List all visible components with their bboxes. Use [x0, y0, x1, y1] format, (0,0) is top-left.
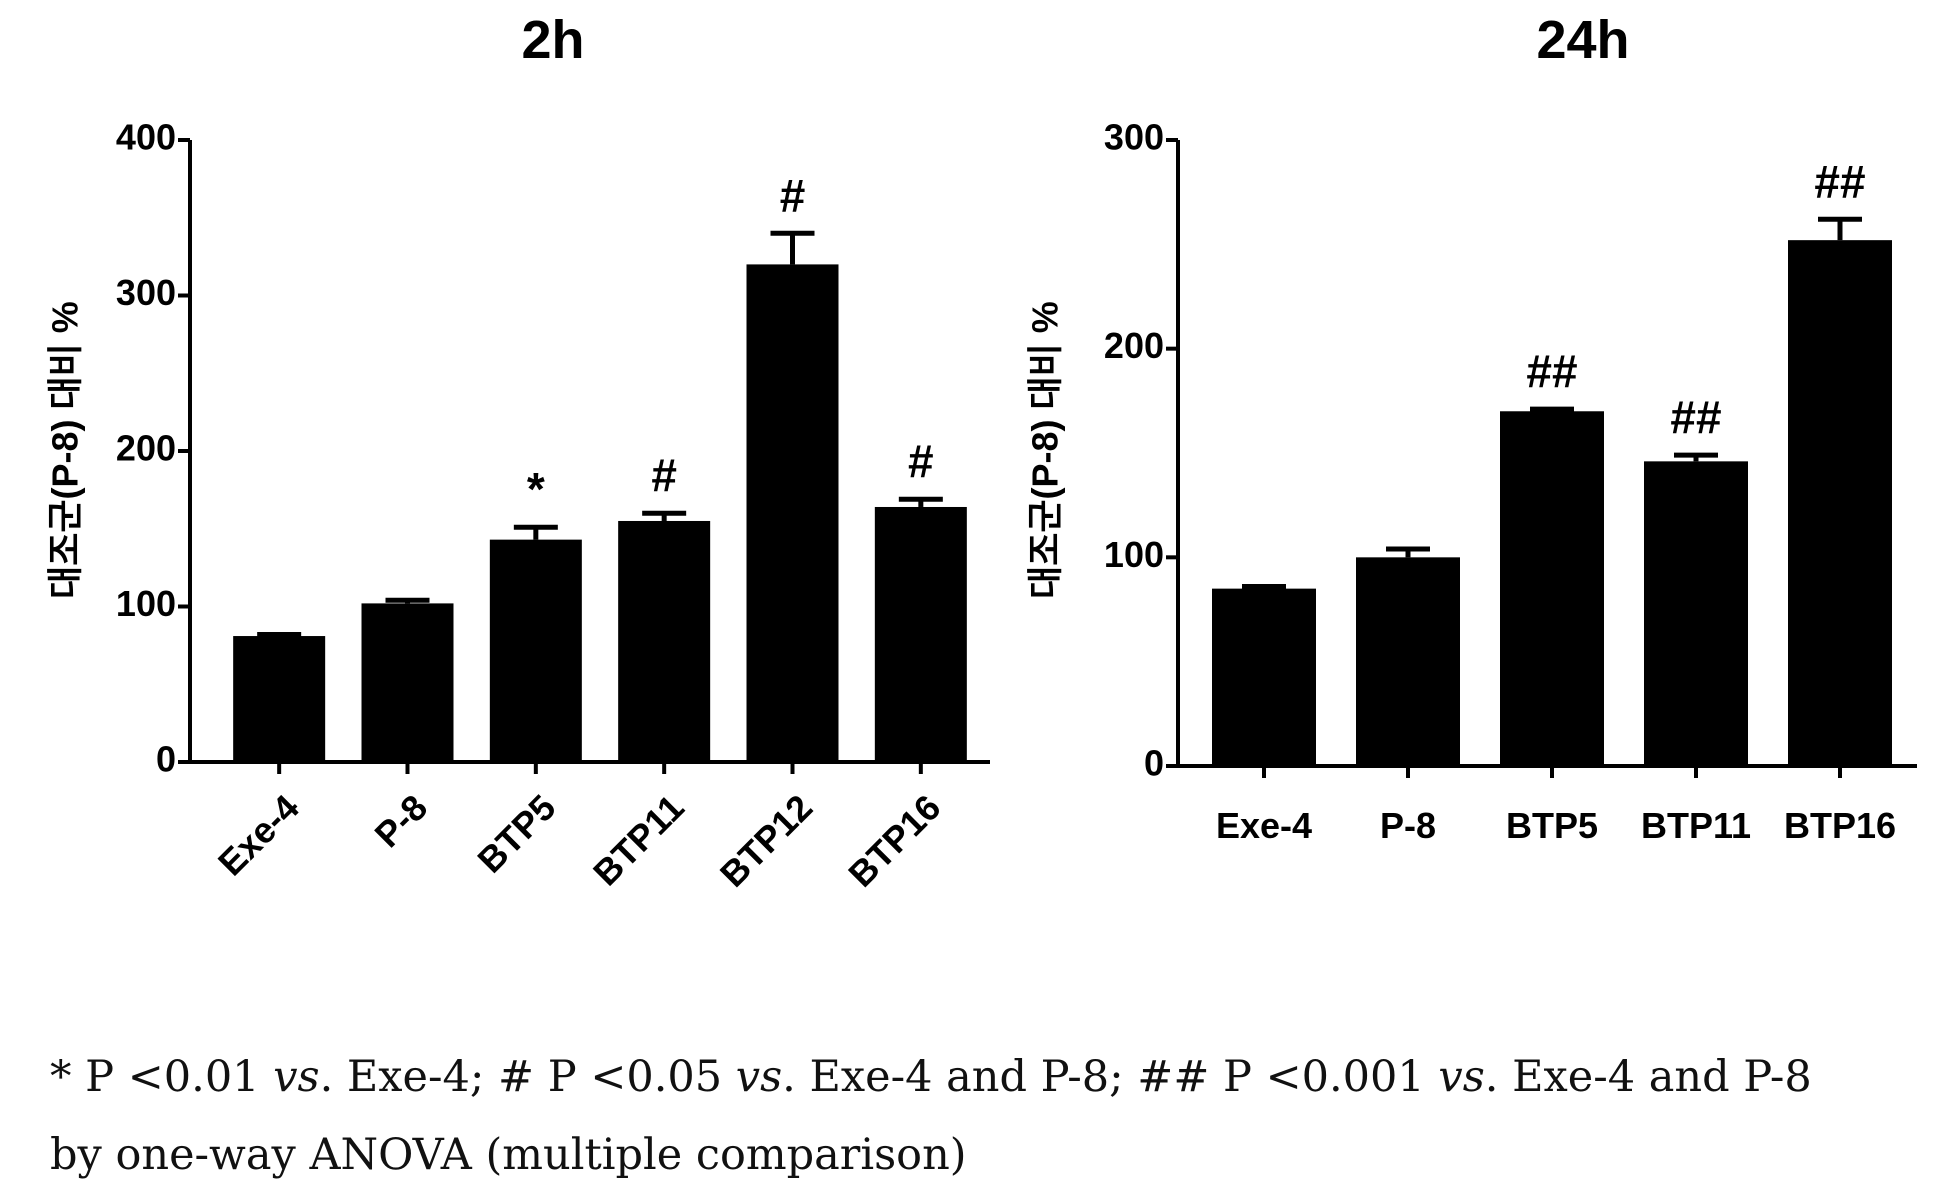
significance-marker: #: [780, 169, 806, 221]
x-tick-label: BTP11: [585, 787, 692, 894]
x-tick-label: P-8: [1380, 805, 1436, 846]
significance-marker: ##: [1526, 345, 1577, 397]
bar: [1644, 461, 1748, 766]
footnote-text-2: . Exe-4; # P <0.05: [320, 1052, 736, 1102]
y-tick-label: 0: [156, 739, 176, 780]
bar: [1500, 411, 1604, 766]
significance-marker: ##: [1814, 155, 1865, 207]
footnote-vs-3: vs: [1438, 1052, 1484, 1102]
chart-title: 24h: [1536, 10, 1629, 70]
bar: [490, 540, 582, 762]
x-tick-label: P-8: [367, 787, 436, 856]
bar: [618, 521, 710, 762]
y-tick-label: 400: [116, 117, 176, 158]
x-tick-label: Exe-4: [210, 787, 307, 884]
x-tick-label: BTP16: [1784, 805, 1896, 846]
significance-marker: #: [651, 449, 677, 501]
footnote-vs-2: vs: [736, 1052, 782, 1102]
bar: [362, 603, 454, 762]
footnote-vs-1: vs: [273, 1052, 319, 1102]
x-tick-label: BTP16: [840, 787, 948, 895]
bar: [233, 636, 325, 762]
footnote-text-4: . Exe-4 and P-8: [1485, 1052, 1812, 1102]
footnote-line-2: by one-way ANOVA (multiple comparison): [50, 1116, 1930, 1194]
bar: [875, 507, 967, 762]
y-tick-label: 100: [1104, 534, 1164, 575]
x-tick-label: Exe-4: [1216, 805, 1312, 846]
bar: [747, 264, 839, 762]
y-tick-label: 100: [116, 583, 176, 624]
significance-marker: #: [908, 435, 934, 487]
footnote-line-1: * P <0.01 vs. Exe-4; # P <0.05 vs. Exe-4…: [50, 1038, 1930, 1116]
y-tick-label: 200: [1104, 325, 1164, 366]
footnote-text-3: . Exe-4 and P-8; ## P <0.001: [782, 1052, 1438, 1102]
significance-marker: ##: [1670, 391, 1721, 443]
footnote-text-1: * P <0.01: [50, 1052, 273, 1102]
significance-marker: *: [527, 463, 545, 515]
y-tick-label: 300: [116, 272, 176, 313]
y-axis-label: 대조군(P-8) 대비 %: [1025, 301, 1066, 599]
bar: [1788, 240, 1892, 766]
x-tick-label: BTP5: [469, 787, 563, 881]
y-tick-label: 200: [116, 428, 176, 469]
x-tick-label: BTP12: [712, 787, 820, 895]
y-tick-label: 300: [1104, 117, 1164, 158]
chart-panel-24h: 24h 대조군(P-8) 대비 % 0 100 200 300 Exe-4 P-8 ## BTP5…: [1025, 10, 1917, 846]
y-axis-label: 대조군(P-8) 대비 %: [45, 301, 86, 599]
bar: [1356, 557, 1460, 766]
x-tick-label: BTP5: [1506, 805, 1598, 846]
bar: [1212, 589, 1316, 766]
y-tick-label: 0: [1144, 743, 1164, 784]
x-tick-label: BTP11: [1641, 805, 1751, 846]
chart-title: 2h: [521, 10, 584, 70]
chart-panel-2h: 2h 대조군(P-8) 대비 % 0 100 200 300 400 Exe-4 P-8 * BTP…: [45, 10, 990, 895]
